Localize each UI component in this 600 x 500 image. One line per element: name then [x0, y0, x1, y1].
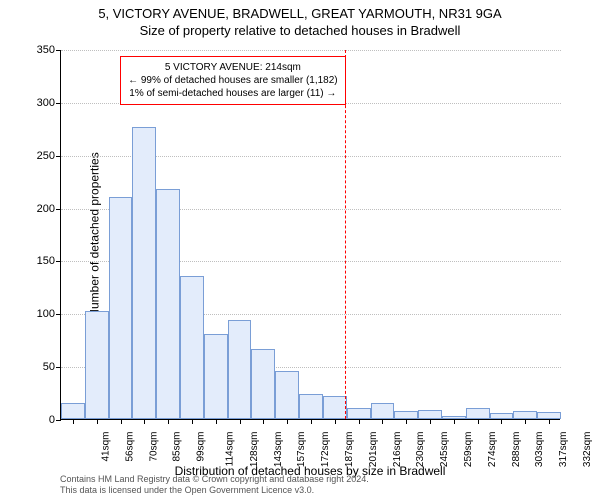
histogram-bar — [61, 403, 85, 419]
x-tick-label: 259sqm — [463, 432, 474, 468]
histogram-bar — [513, 411, 537, 419]
histogram-bar — [204, 334, 228, 419]
x-tick-label: 114sqm — [224, 432, 235, 467]
y-tick-label: 300 — [25, 97, 55, 109]
credits: Contains HM Land Registry data © Crown c… — [60, 474, 369, 496]
chart-subtitle: Size of property relative to detached ho… — [0, 23, 600, 38]
y-tick-label: 100 — [25, 308, 55, 320]
x-tick-label: 70sqm — [148, 432, 159, 462]
histogram-bar — [418, 410, 442, 420]
x-tick-label: 56sqm — [124, 432, 135, 462]
annotation-box: 5 VICTORY AVENUE: 214sqm← 99% of detache… — [120, 56, 346, 105]
histogram-bar — [394, 411, 418, 419]
y-tick — [56, 209, 61, 210]
plot-area: 05010015020025030035041sqm56sqm70sqm85sq… — [60, 50, 560, 420]
x-tick — [287, 419, 288, 424]
x-tick-label: 303sqm — [535, 432, 546, 468]
x-tick-label: 157sqm — [296, 432, 307, 468]
credits-line-2: This data is licensed under the Open Gov… — [60, 485, 369, 496]
title-block: 5, VICTORY AVENUE, BRADWELL, GREAT YARMO… — [0, 6, 600, 38]
x-tick — [73, 419, 74, 424]
x-tick-label: 172sqm — [320, 432, 331, 468]
annotation-line-3: 1% of semi-detached houses are larger (1… — [128, 87, 338, 100]
histogram-bar — [85, 311, 109, 419]
x-tick-label: 230sqm — [416, 432, 427, 468]
x-tick — [97, 419, 98, 424]
x-tick — [168, 419, 169, 424]
histogram-bar — [323, 396, 347, 419]
x-tick — [263, 419, 264, 424]
chart-area: 05010015020025030035041sqm56sqm70sqm85sq… — [60, 50, 560, 420]
x-tick — [240, 419, 241, 424]
annotation-line-1: 5 VICTORY AVENUE: 214sqm — [128, 61, 338, 74]
histogram-bar — [228, 320, 252, 419]
histogram-bar — [537, 412, 561, 419]
y-tick — [56, 261, 61, 262]
histogram-bar — [156, 189, 180, 419]
gridline — [61, 50, 561, 51]
x-tick-label: 245sqm — [439, 432, 450, 468]
y-tick — [56, 420, 61, 421]
x-tick — [335, 419, 336, 424]
x-tick-label: 332sqm — [582, 432, 593, 468]
x-tick — [549, 419, 550, 424]
x-tick-label: 99sqm — [196, 432, 207, 462]
x-tick — [359, 419, 360, 424]
x-tick-label: 288sqm — [511, 432, 522, 468]
x-tick-label: 143sqm — [273, 432, 284, 468]
x-tick — [525, 419, 526, 424]
figure: 5, VICTORY AVENUE, BRADWELL, GREAT YARMO… — [0, 0, 600, 500]
x-tick — [216, 419, 217, 424]
x-tick — [382, 419, 383, 424]
histogram-bar — [275, 371, 299, 419]
y-tick — [56, 367, 61, 368]
chart-title: 5, VICTORY AVENUE, BRADWELL, GREAT YARMO… — [0, 6, 600, 21]
histogram-bar — [466, 408, 490, 419]
y-tick — [56, 50, 61, 51]
histogram-bar — [347, 408, 371, 419]
x-tick-label: 41sqm — [100, 432, 111, 462]
x-tick — [406, 419, 407, 424]
x-tick-label: 274sqm — [487, 432, 498, 468]
histogram-bar — [251, 349, 275, 419]
x-tick-label: 317sqm — [558, 432, 569, 468]
x-tick — [478, 419, 479, 424]
x-tick — [192, 419, 193, 424]
x-tick — [454, 419, 455, 424]
x-tick-label: 128sqm — [249, 432, 260, 468]
x-tick-label: 187sqm — [344, 432, 355, 468]
y-tick — [56, 103, 61, 104]
histogram-bar — [371, 403, 395, 419]
y-tick — [56, 156, 61, 157]
x-tick — [430, 419, 431, 424]
marker-line — [345, 50, 346, 419]
credits-line-1: Contains HM Land Registry data © Crown c… — [60, 474, 369, 485]
y-tick-label: 200 — [25, 203, 55, 215]
y-tick-label: 350 — [25, 44, 55, 56]
histogram-bar — [132, 127, 156, 419]
x-tick — [121, 419, 122, 424]
x-tick-label: 85sqm — [172, 432, 183, 462]
x-tick-label: 201sqm — [368, 432, 379, 468]
y-tick-label: 150 — [25, 255, 55, 267]
histogram-bar — [109, 197, 133, 419]
x-tick-label: 216sqm — [392, 432, 403, 468]
annotation-line-2: ← 99% of detached houses are smaller (1,… — [128, 74, 338, 87]
histogram-bar — [299, 394, 323, 419]
histogram-bar — [180, 276, 204, 419]
x-tick — [311, 419, 312, 424]
y-tick — [56, 314, 61, 315]
y-tick-label: 250 — [25, 150, 55, 162]
x-tick — [144, 419, 145, 424]
y-tick-label: 0 — [25, 414, 55, 426]
y-tick-label: 50 — [25, 361, 55, 373]
x-tick — [501, 419, 502, 424]
